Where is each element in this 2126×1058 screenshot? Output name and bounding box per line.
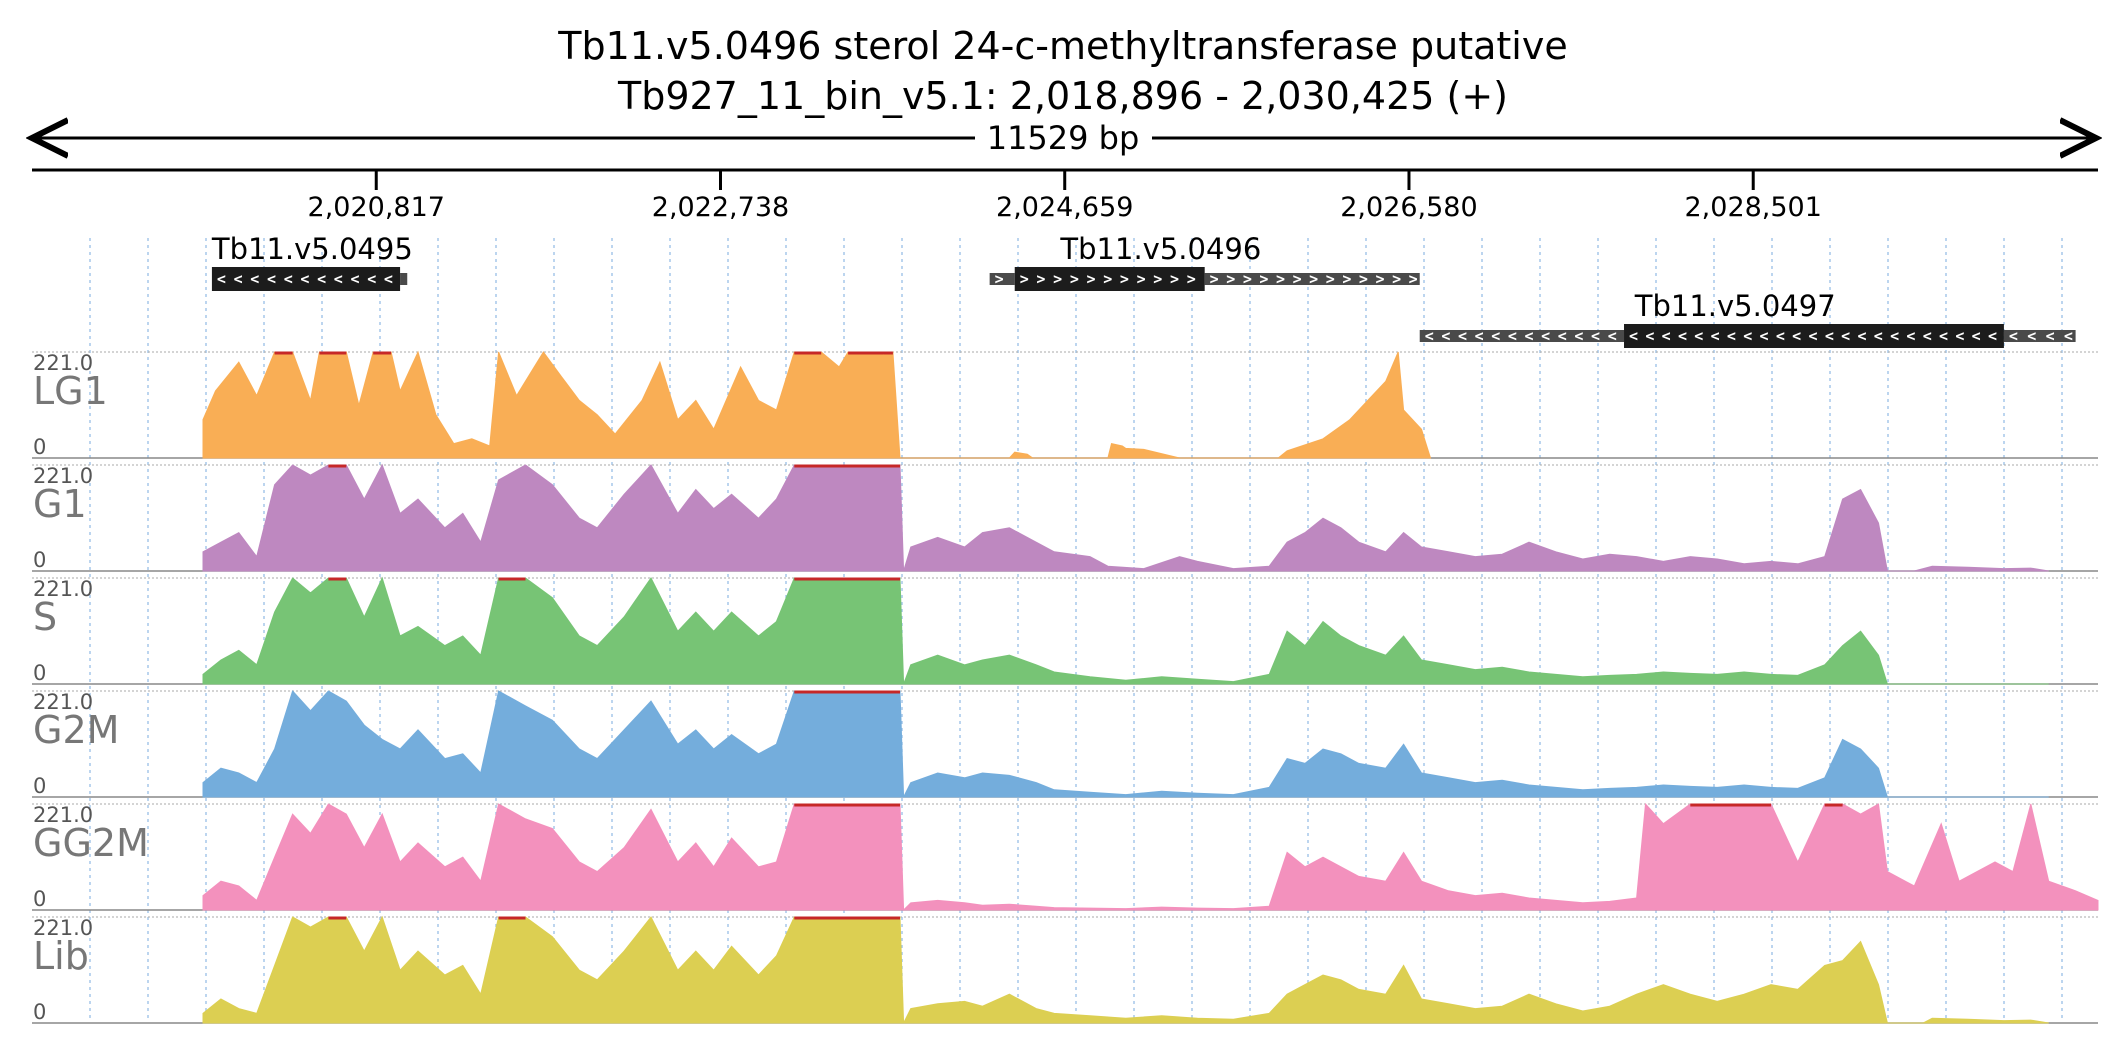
- track-4-max-label: 221.0: [33, 803, 93, 827]
- track-1-max-label: 221.0: [33, 464, 93, 488]
- span-length-label: 11529 bp: [987, 119, 1140, 157]
- track-5-name: Lib: [33, 934, 89, 978]
- track-1-name: G1: [33, 482, 87, 526]
- gene-1-cds: [1014, 267, 1205, 291]
- axis-tick-label-1: 2,022,738: [652, 192, 789, 223]
- axis-tick-label-4: 2,028,501: [1685, 192, 1822, 223]
- track-0-zero-label: 0: [33, 435, 46, 459]
- axis-ticks: 2,020,817 2,022,738 2,024,659 2,026,580 2,02…: [308, 170, 1822, 223]
- track-3-name: G2M: [33, 708, 119, 752]
- gene-1-utr-left: [989, 273, 1015, 285]
- track-0-coverage-area: [202, 350, 1432, 459]
- track-3-max-label: 221.0: [33, 690, 93, 714]
- track-4-coverage-area: [202, 802, 2099, 912]
- coverage-tracks: 221.0LG10221.0G10221.0S0221.0G2M0221.0GG…: [32, 350, 2099, 1024]
- track-2-name: S: [33, 595, 57, 639]
- gene-1-utr-right-strand-arrows: >>>>>>>>>>>>>: [1210, 270, 1418, 288]
- gene-2-cds-strand-arrows: <<<<<<<<<<<<<<<<<<<<<<<: [1629, 327, 1997, 345]
- track-1-zero-label: 0: [33, 548, 46, 572]
- track-4-name: GG2M: [33, 821, 149, 865]
- axis-tick-label-3: 2,026,580: [1340, 192, 1477, 223]
- track-3-zero-label: 0: [33, 774, 46, 798]
- gene-0-label: Tb11.v5.0495: [211, 232, 413, 266]
- track-2-max-label: 221.0: [33, 577, 93, 601]
- track-5-coverage-area: [202, 915, 2049, 1024]
- gene-1-label: Tb11.v5.0496: [1059, 232, 1261, 266]
- track-2-zero-label: 0: [33, 661, 46, 685]
- chart-subtitle: Tb927_11_bin_v5.1: 2,018,896 - 2,030,425…: [617, 74, 1508, 118]
- track-4-zero-label: 0: [33, 887, 46, 911]
- gene-1-utr-right: [1204, 273, 1420, 285]
- axis-tick-label-2: 2,024,659: [996, 192, 1133, 223]
- track-3-coverage-area: [202, 690, 2049, 798]
- gene-2-cds: [1624, 324, 2004, 348]
- gene-annotations: <<<<<<<<<<<Tb11.v5.0495> >>>>>>>>>>>>>>>>…: [211, 232, 2076, 348]
- track-5-max-label: 221.0: [33, 916, 93, 940]
- track-0-name: LG1: [33, 369, 108, 413]
- track-0-max-label: 221.0: [33, 351, 93, 375]
- gene-0-cds: [211, 267, 401, 291]
- track-1-coverage-area: [202, 463, 2049, 572]
- axis-tick-label-0: 2,020,817: [308, 192, 445, 223]
- gene-0-utr: [400, 273, 408, 285]
- track-2-coverage-area: [202, 576, 2049, 685]
- gene-2-utr-right: [2003, 330, 2076, 342]
- gene-1-utr-left-strand-arrows: >: [995, 270, 1004, 288]
- gene-2-label: Tb11.v5.0497: [1634, 289, 1836, 323]
- gene-2-utr-left: [1419, 330, 1625, 342]
- chart-title: Tb11.v5.0496 sterol 24-c-methyltransfera…: [557, 24, 1567, 68]
- track-5-zero-label: 0: [33, 1000, 46, 1024]
